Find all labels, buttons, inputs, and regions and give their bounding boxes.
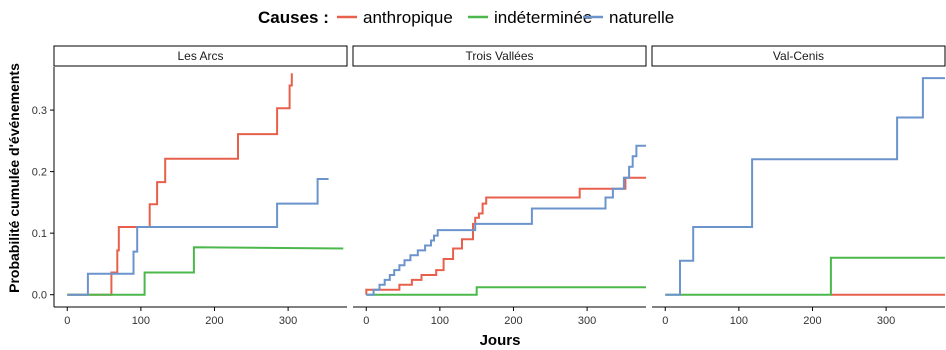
y-tick-label: 0.0 (32, 290, 47, 302)
panel-strip (352, 45, 647, 67)
x-tick-label: 300 (877, 315, 895, 327)
legend-label-anthropique: anthropique (363, 8, 453, 27)
legend-label-indéterminée: indéterminée (494, 8, 592, 27)
x-tick-label: 100 (431, 315, 449, 327)
series-line-naturelle (67, 178, 329, 296)
x-tick-label: 100 (132, 315, 150, 327)
series-line-anthropique (365, 176, 646, 295)
x-tick-label: 300 (578, 315, 596, 327)
panel-title: Les Arcs (177, 49, 223, 63)
x-tick-label: 0 (363, 315, 369, 327)
panel-title: Trois Vallées (465, 49, 533, 63)
x-tick-label: 300 (279, 315, 297, 327)
panel-strip (53, 45, 348, 67)
panel-0: Les Arcs 0 100 200 300 0.0 0.1 0.2 0.3 (32, 45, 348, 327)
panel-title: Val-Cenis (773, 49, 824, 63)
x-tick-label: 200 (803, 315, 821, 327)
x-tick-label: 0 (64, 315, 70, 327)
x-axis-title: Jours (480, 332, 521, 349)
y-axis-title: Probabilité cumulée d'événements (6, 63, 22, 293)
series-line-indéterminée (67, 246, 344, 296)
panel-1: Trois Vallées 0 100 200 300 (352, 45, 647, 327)
panel-strip (651, 45, 946, 67)
series-line-anthropique (67, 73, 293, 296)
series-line-naturelle (665, 77, 945, 296)
series-line-indéterminée (366, 286, 646, 296)
y-tick-label: 0.1 (32, 228, 47, 240)
series-line-naturelle (366, 144, 646, 296)
panels: Les Arcs 0 100 200 300 0.0 0.1 0.2 0.3 Trois Vall… (32, 45, 946, 327)
series-line-indéterminée (665, 256, 945, 296)
legend: Causes : anthropique indéterminée naturelle (258, 8, 674, 27)
y-tick-label: 0.3 (32, 105, 47, 117)
y-tick-label: 0.2 (32, 167, 47, 179)
x-tick-label: 0 (662, 315, 668, 327)
legend-title: Causes : (258, 8, 329, 27)
x-tick-label: 200 (504, 315, 522, 327)
x-tick-label: 200 (205, 315, 223, 327)
x-tick-label: 100 (730, 315, 748, 327)
legend-label-naturelle: naturelle (609, 8, 674, 27)
panel-2: Val-Cenis 0 100 200 300 (651, 45, 946, 327)
